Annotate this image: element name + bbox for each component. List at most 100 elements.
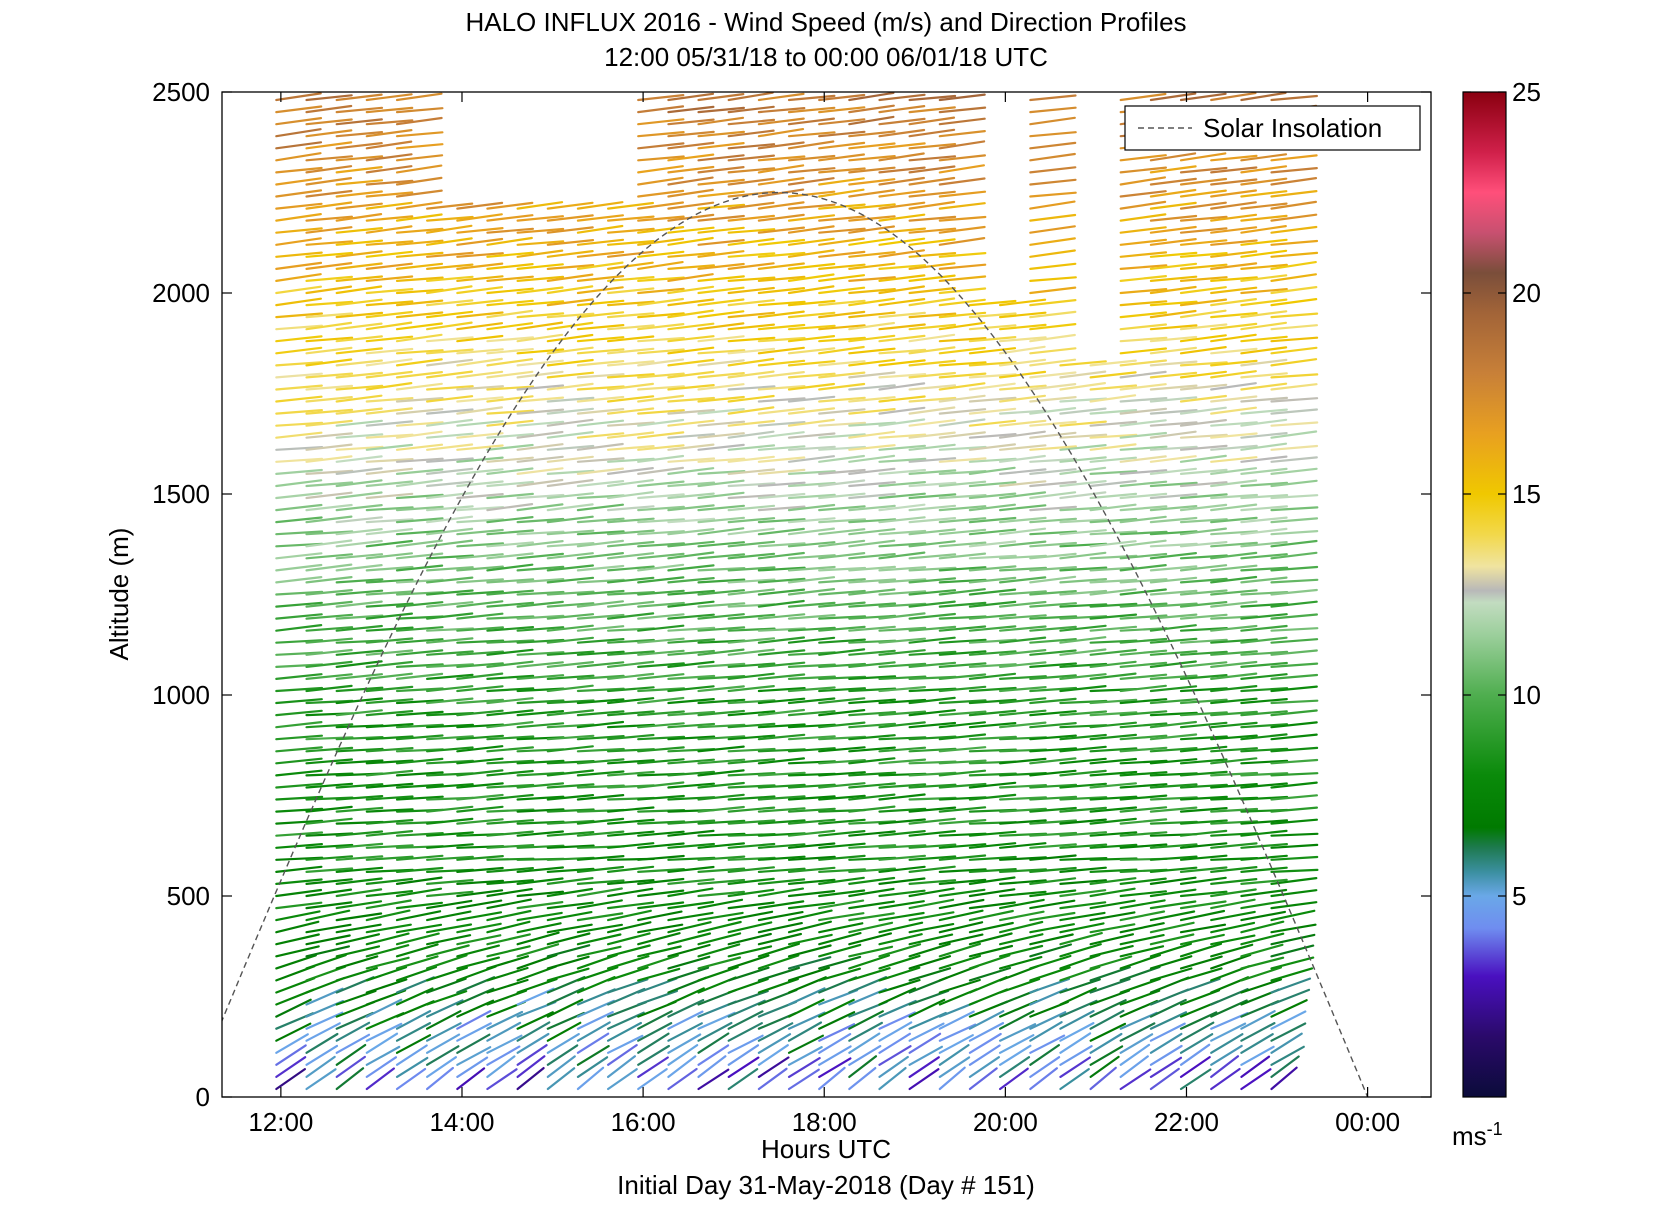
wind-barb xyxy=(1210,820,1259,825)
wind-barb xyxy=(757,757,806,765)
wind-barb xyxy=(787,395,836,403)
wind-barb xyxy=(757,832,806,837)
wind-barb xyxy=(637,1067,668,1091)
wind-barb xyxy=(1119,370,1167,379)
wind-barb xyxy=(757,468,806,475)
wind-barb xyxy=(275,324,323,331)
wind-barb xyxy=(516,759,565,765)
wind-barb xyxy=(1119,359,1168,367)
wind-barb xyxy=(908,865,956,874)
wind-barb xyxy=(1089,887,1136,898)
wind-barb xyxy=(1029,806,1077,813)
wind-barb xyxy=(576,945,622,958)
wind-barb xyxy=(456,1046,492,1066)
wind-barb xyxy=(667,264,716,270)
wind-barb xyxy=(938,552,987,560)
wind-barb xyxy=(1059,636,1107,644)
wind-barb xyxy=(456,889,504,898)
wind-barb xyxy=(516,1044,548,1066)
wind-barb xyxy=(727,262,775,270)
wind-barb xyxy=(606,445,655,451)
wind-barb xyxy=(456,406,503,415)
wind-barb xyxy=(576,650,625,656)
wind-barb xyxy=(878,911,925,922)
wind-barb xyxy=(456,357,503,367)
wind-barb xyxy=(938,759,987,765)
wind-barb xyxy=(1240,759,1289,765)
wind-barb xyxy=(878,348,927,355)
wind-barb xyxy=(908,955,952,970)
wind-barb xyxy=(667,396,716,403)
wind-barb xyxy=(908,998,946,1018)
wind-barb xyxy=(335,855,384,861)
wind-barb xyxy=(667,735,716,741)
wind-barb xyxy=(1179,933,1225,946)
wind-barb xyxy=(305,285,353,295)
wind-barb xyxy=(878,285,926,295)
wind-barb xyxy=(1119,264,1168,270)
wind-barb xyxy=(1149,430,1197,439)
wind-barb xyxy=(606,1021,643,1042)
wind-barb xyxy=(1059,866,1107,874)
wind-barb xyxy=(456,252,504,258)
wind-barb xyxy=(606,491,654,500)
wind-barb xyxy=(848,649,896,656)
wind-barb xyxy=(1119,806,1168,813)
wind-barb xyxy=(908,771,957,777)
wind-barb xyxy=(486,709,534,717)
wind-barb xyxy=(365,467,413,475)
wind-barb xyxy=(998,625,1047,632)
wind-barb xyxy=(576,467,625,475)
wind-barb xyxy=(1029,225,1076,234)
wind-barb xyxy=(697,1044,730,1066)
wind-barb xyxy=(848,251,896,258)
wind-barb xyxy=(305,758,353,765)
wind-barb xyxy=(787,167,836,174)
wind-barb xyxy=(727,1056,760,1079)
wind-barb xyxy=(878,457,927,463)
wind-barb xyxy=(787,1021,823,1042)
wind-barb xyxy=(365,909,411,922)
wind-barb xyxy=(1089,1009,1125,1030)
wind-barb xyxy=(335,888,383,898)
wind-barb xyxy=(305,588,353,596)
wind-barb xyxy=(275,384,323,391)
wind-barb xyxy=(667,600,715,608)
wind-barb xyxy=(848,757,896,765)
wind-barb xyxy=(1179,298,1228,307)
wind-barb xyxy=(667,943,711,958)
wind-barb xyxy=(667,188,714,198)
wind-barb xyxy=(305,613,354,620)
wind-barb xyxy=(848,155,896,162)
wind-barb xyxy=(1179,735,1228,741)
wind-barb xyxy=(848,793,896,801)
wind-barb xyxy=(426,685,474,693)
wind-barb xyxy=(1270,1022,1307,1042)
wind-barb xyxy=(606,421,655,427)
wind-barb xyxy=(848,288,896,295)
wind-barb xyxy=(968,299,1017,307)
wind-barb xyxy=(1240,842,1289,849)
wind-barb xyxy=(1089,923,1136,934)
wind-barb xyxy=(1179,626,1228,632)
wind-barb xyxy=(757,783,806,789)
wind-barb xyxy=(667,322,715,331)
wind-barb xyxy=(1240,310,1288,319)
wind-barb xyxy=(486,793,534,801)
wind-barb xyxy=(456,922,502,934)
wind-barb xyxy=(335,1055,366,1079)
wind-barb xyxy=(637,237,685,246)
wind-barb xyxy=(395,795,444,801)
wind-barb xyxy=(1210,564,1258,572)
wind-barb xyxy=(576,1021,611,1042)
wind-barb xyxy=(968,481,1017,488)
wind-barb xyxy=(426,251,474,258)
wind-barb xyxy=(818,382,866,391)
wind-barb xyxy=(576,854,625,861)
wind-barb xyxy=(787,190,836,198)
wind-barb xyxy=(1089,648,1137,656)
wind-barb xyxy=(998,1034,1035,1054)
wind-barb xyxy=(998,709,1047,717)
wind-barb xyxy=(1089,806,1138,813)
wind-barb xyxy=(1179,540,1228,548)
